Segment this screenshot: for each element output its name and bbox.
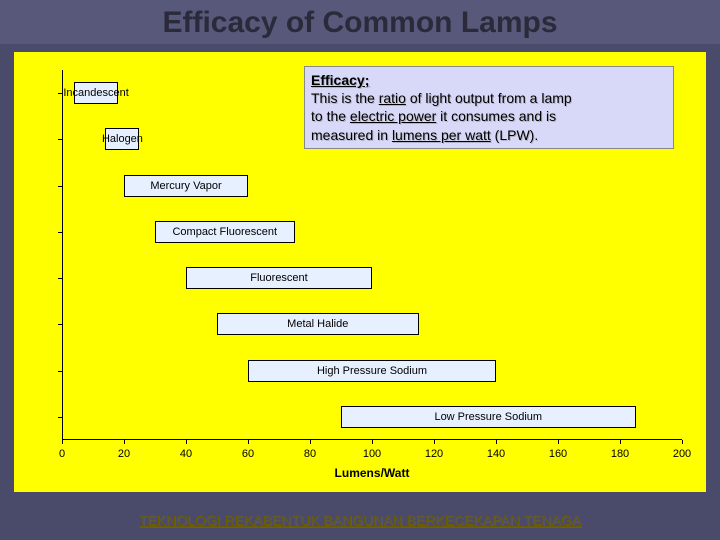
bar-label: Fluorescent — [250, 272, 307, 284]
x-tick — [248, 440, 249, 444]
callout-heading: Efficacy; — [311, 72, 369, 88]
x-tick — [682, 440, 683, 444]
y-tick — [58, 417, 62, 418]
chart-container: 0 20 40 60 80 100 120 140 160 180 200 Incandescent… — [14, 52, 706, 492]
x-tick — [434, 440, 435, 444]
x-tick — [186, 440, 187, 444]
bar-label: Mercury Vapor — [150, 180, 221, 192]
x-tick-label: 200 — [673, 448, 691, 460]
definition-callout: Efficacy; This is the ratio of light out… — [304, 66, 674, 149]
x-tick — [310, 440, 311, 444]
y-tick — [58, 232, 62, 233]
x-tick-label: 160 — [549, 448, 567, 460]
x-tick-label: 120 — [425, 448, 443, 460]
y-tick — [58, 139, 62, 140]
x-tick-label: 80 — [304, 448, 316, 460]
bar-label: Compact Fluorescent — [172, 226, 277, 238]
bar-label: Halogen — [102, 133, 143, 145]
y-tick — [58, 324, 62, 325]
x-tick-label: 0 — [59, 448, 65, 460]
page-title: Efficacy of Common Lamps — [0, 0, 720, 44]
x-tick-label: 140 — [487, 448, 505, 460]
bar-label: Low Pressure Sodium — [434, 411, 542, 423]
x-tick — [62, 440, 63, 444]
y-tick — [58, 93, 62, 94]
y-tick — [58, 278, 62, 279]
x-tick-label: 180 — [611, 448, 629, 460]
x-axis-title: Lumens/Watt — [335, 466, 410, 480]
x-tick — [496, 440, 497, 444]
bar-label: High Pressure Sodium — [317, 365, 427, 377]
x-tick-label: 60 — [242, 448, 254, 460]
x-tick-label: 40 — [180, 448, 192, 460]
x-tick — [124, 440, 125, 444]
bar-label: Incandescent — [63, 87, 128, 99]
x-tick-label: 100 — [363, 448, 381, 460]
footer-text: TEKNOLOGI REKABENTUK BANGUNAN BERKECEKAP… — [139, 512, 581, 528]
x-tick — [558, 440, 559, 444]
y-tick — [58, 186, 62, 187]
callout-text: This is the ratio of light output from a… — [311, 90, 572, 142]
y-tick — [58, 371, 62, 372]
y-axis — [62, 70, 63, 440]
bar-label: Metal Halide — [287, 318, 348, 330]
x-tick — [620, 440, 621, 444]
x-tick-label: 20 — [118, 448, 130, 460]
x-tick — [372, 440, 373, 444]
slide: Efficacy of Common Lamps 0 20 40 60 80 100 120… — [0, 0, 720, 540]
